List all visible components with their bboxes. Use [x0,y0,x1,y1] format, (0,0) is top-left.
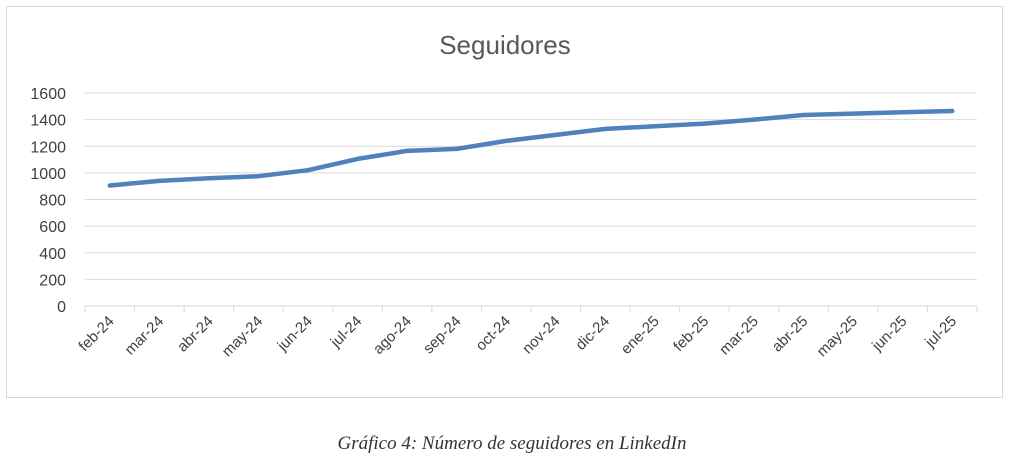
data-point [652,124,657,129]
data-point [950,108,955,113]
data-point [801,112,806,117]
x-tick-label: mar-25 [716,313,762,359]
y-tick-label: 0 [57,299,66,316]
data-point [206,176,211,181]
x-tick-label: ene-25 [618,313,663,358]
data-point [851,111,856,116]
x-tick-label: mar-24 [122,313,168,359]
series-line [107,108,955,188]
x-tick-label: nov-24 [519,313,563,357]
data-point [405,148,410,153]
chart-title: Seguidores [439,30,571,60]
x-tick-label: ago-24 [370,313,415,358]
line-chart: Seguidores 0 200 400 600 800 1000 1200 1400 1600… [30,30,978,360]
y-tick-label: 400 [39,246,66,263]
figure-caption: Gráfico 4: Número de seguidores en Linke… [337,433,687,454]
data-point [900,110,905,115]
data-point [256,174,261,179]
chart-frame: Seguidores 0 200 400 600 800 1000 1200 1400 1600… [6,6,1003,398]
x-tick-label: jul-25 [921,313,960,352]
data-point [603,126,608,131]
data-point [306,168,310,173]
x-tick-label: may-24 [219,313,266,360]
series-layer [107,108,955,188]
x-tick-label: dic-24 [572,313,613,354]
x-tick-label: oct-24 [473,313,515,355]
data-point [157,178,162,183]
y-tick-label: 200 [39,272,66,289]
y-tick-label: 800 [39,193,66,210]
y-tick-label: 1200 [30,139,66,156]
y-tick-label: 1400 [30,113,66,130]
y-tick-label: 600 [39,219,66,236]
data-point [752,117,756,122]
x-tick-label: may-25 [814,313,861,360]
y-tick-label: 1000 [30,166,66,183]
x-tick-label: sep-24 [420,313,464,357]
data-point [702,121,707,126]
data-point [107,183,112,188]
x-axis [84,305,978,312]
x-tick-label: jun-24 [274,313,316,355]
x-axis-tick-labels: feb-24 mar-24 abr-24 may-24 jun-24 jul-24 ago-… [76,313,961,360]
data-point [355,156,360,161]
x-tick-label: feb-25 [670,313,712,355]
data-point [553,132,558,137]
y-axis-tick-labels: 0 200 400 600 800 1000 1200 1400 1600 [30,86,66,316]
y-tick-label: 1600 [30,86,66,103]
x-tick-label: jul-24 [327,313,366,352]
x-tick-label: abr-24 [174,313,217,356]
gridlines [85,92,977,280]
x-tick-label: feb-24 [76,313,118,355]
x-tick-label: abr-25 [769,313,812,356]
data-point [454,146,459,151]
data-point [504,138,509,143]
x-tick-label: jun-25 [868,313,910,355]
